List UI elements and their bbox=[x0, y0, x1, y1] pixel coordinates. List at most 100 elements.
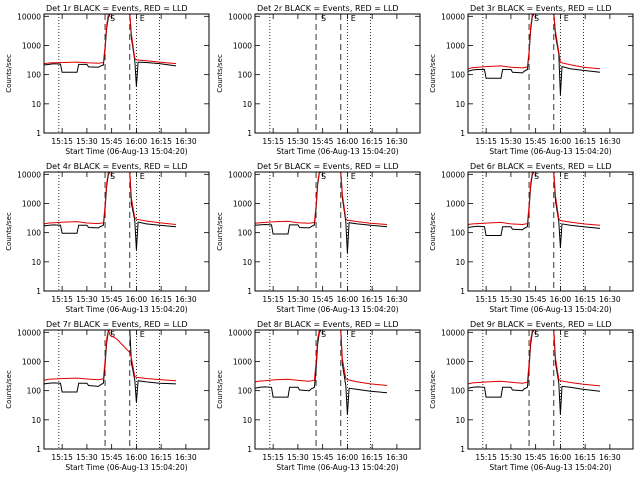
x-tick-label: 15:15 bbox=[262, 295, 284, 304]
x-tick-label: 15:45 bbox=[312, 453, 334, 462]
panel-title: Det 4r BLACK = Events, RED = LLD bbox=[46, 162, 188, 171]
x-tick-label: 15:15 bbox=[262, 453, 284, 462]
y-axis-title: Counts/sec bbox=[429, 212, 437, 251]
attenuator-end-marker: E bbox=[564, 330, 569, 339]
x-tick-label: 15:45 bbox=[312, 137, 334, 146]
y-tick-label: 10 bbox=[31, 258, 41, 267]
y-axis-title: Counts/sec bbox=[5, 370, 13, 409]
x-tick-label: 15:15 bbox=[51, 137, 73, 146]
y-tick-label: 10000 bbox=[228, 12, 252, 21]
lld-line bbox=[255, 330, 388, 386]
x-tick-label: 16:30 bbox=[599, 453, 621, 462]
lld-line bbox=[468, 172, 601, 226]
attenuator-end-marker: E bbox=[564, 172, 569, 181]
y-tick-label: 1 bbox=[460, 129, 465, 138]
attenuator-start-marker: S bbox=[110, 172, 115, 181]
x-tick-label: 16:15 bbox=[361, 453, 383, 462]
y-tick-label: 1 bbox=[247, 129, 252, 138]
events-line bbox=[468, 14, 601, 96]
x-axis-title: Start Time (06-Aug-13 15:04:20) bbox=[276, 147, 398, 156]
y-tick-label: 10 bbox=[455, 100, 465, 109]
x-axis-title: Start Time (06-Aug-13 15:04:20) bbox=[489, 463, 611, 472]
y-tick-label: 1 bbox=[36, 129, 41, 138]
x-tick-label: 15:30 bbox=[287, 137, 309, 146]
series-group bbox=[468, 330, 601, 415]
plot-frame bbox=[254, 171, 421, 292]
x-tick-label: 15:15 bbox=[51, 295, 73, 304]
y-tick-label: 10 bbox=[31, 100, 41, 109]
x-tick-label: 15:30 bbox=[500, 295, 522, 304]
x-tick-label: 16:00 bbox=[126, 137, 148, 146]
attenuator-start-marker: S bbox=[534, 330, 539, 339]
x-tick-label: 16:00 bbox=[337, 295, 359, 304]
series-group bbox=[44, 330, 177, 403]
attenuator-start-marker: S bbox=[534, 14, 539, 23]
y-tick-label: 100 bbox=[27, 387, 42, 396]
y-axis-title: Counts/sec bbox=[216, 54, 224, 93]
events-line bbox=[44, 330, 177, 403]
x-tick-label: 15:30 bbox=[76, 295, 98, 304]
x-axis-title: Start Time (06-Aug-13 15:04:20) bbox=[276, 463, 398, 472]
y-tick-label: 10 bbox=[455, 258, 465, 267]
panel-title: Det 7r BLACK = Events, RED = LLD bbox=[46, 320, 188, 329]
x-tick-label: 16:15 bbox=[150, 137, 172, 146]
events-line bbox=[468, 172, 601, 248]
y-axis-title: Counts/sec bbox=[5, 212, 13, 251]
attenuator-end-marker: E bbox=[351, 14, 356, 23]
y-tick-label: 10000 bbox=[441, 170, 465, 179]
attenuator-end-marker: E bbox=[140, 172, 145, 181]
attenuator-end-marker: E bbox=[140, 14, 145, 23]
x-tick-label: 16:15 bbox=[361, 137, 383, 146]
x-tick-label: 16:30 bbox=[175, 137, 197, 146]
x-axis-title: Start Time (06-Aug-13 15:04:20) bbox=[276, 305, 398, 314]
series-group bbox=[44, 14, 177, 87]
y-tick-label: 10000 bbox=[17, 328, 41, 337]
x-tick-label: 16:15 bbox=[574, 453, 596, 462]
attenuator-end-marker: E bbox=[140, 330, 145, 339]
y-tick-label: 10000 bbox=[441, 12, 465, 21]
x-tick-label: 16:15 bbox=[150, 453, 172, 462]
lld-line bbox=[44, 172, 177, 225]
attenuator-start-marker: S bbox=[321, 330, 326, 339]
panel-title: Det 8r BLACK = Events, RED = LLD bbox=[257, 320, 399, 329]
y-tick-label: 10 bbox=[242, 416, 252, 425]
y-tick-label: 100 bbox=[238, 387, 253, 396]
panel-title: Det 3r BLACK = Events, RED = LLD bbox=[470, 4, 612, 13]
y-tick-label: 1000 bbox=[446, 41, 465, 50]
x-tick-label: 15:30 bbox=[76, 453, 98, 462]
y-tick-label: 10 bbox=[242, 100, 252, 109]
y-tick-label: 100 bbox=[27, 71, 42, 80]
x-axis-title: Start Time (06-Aug-13 15:04:20) bbox=[65, 147, 187, 156]
x-tick-label: 16:00 bbox=[550, 137, 572, 146]
y-tick-label: 10 bbox=[242, 258, 252, 267]
plot-frame bbox=[254, 13, 421, 134]
plot-frame bbox=[467, 171, 634, 292]
attenuator-start-marker: S bbox=[534, 172, 539, 181]
x-tick-label: 16:15 bbox=[361, 295, 383, 304]
panel-title: Det 6r BLACK = Events, RED = LLD bbox=[470, 162, 612, 171]
series-group bbox=[468, 14, 601, 96]
plot-frame bbox=[43, 329, 210, 450]
attenuator-start-marker: S bbox=[110, 14, 115, 23]
x-tick-label: 16:00 bbox=[550, 453, 572, 462]
x-tick-label: 15:30 bbox=[76, 137, 98, 146]
x-tick-label: 16:00 bbox=[550, 295, 572, 304]
x-tick-label: 16:30 bbox=[175, 295, 197, 304]
y-tick-label: 100 bbox=[451, 71, 466, 80]
x-tick-label: 16:15 bbox=[574, 295, 596, 304]
x-tick-label: 15:30 bbox=[500, 137, 522, 146]
x-tick-label: 15:15 bbox=[475, 453, 497, 462]
y-tick-label: 1000 bbox=[446, 199, 465, 208]
series-group bbox=[255, 172, 388, 254]
y-axis-title: Counts/sec bbox=[5, 54, 13, 93]
plot-frame bbox=[43, 13, 210, 134]
series-group bbox=[468, 172, 601, 248]
y-tick-label: 1000 bbox=[22, 41, 41, 50]
x-tick-label: 16:15 bbox=[150, 295, 172, 304]
y-tick-label: 1 bbox=[460, 287, 465, 296]
